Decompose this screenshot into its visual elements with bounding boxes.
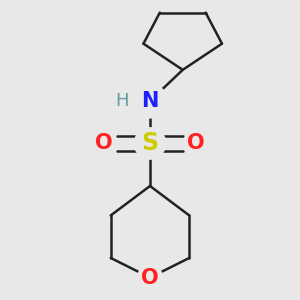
Circle shape	[138, 265, 162, 290]
Circle shape	[183, 131, 208, 156]
Circle shape	[134, 128, 166, 159]
Text: S: S	[141, 131, 159, 155]
Circle shape	[112, 91, 133, 111]
Text: H: H	[116, 92, 129, 110]
Text: O: O	[187, 134, 205, 154]
Circle shape	[92, 131, 117, 156]
Text: O: O	[141, 268, 159, 288]
Text: O: O	[95, 134, 113, 154]
Text: N: N	[141, 91, 159, 111]
Circle shape	[133, 84, 167, 118]
